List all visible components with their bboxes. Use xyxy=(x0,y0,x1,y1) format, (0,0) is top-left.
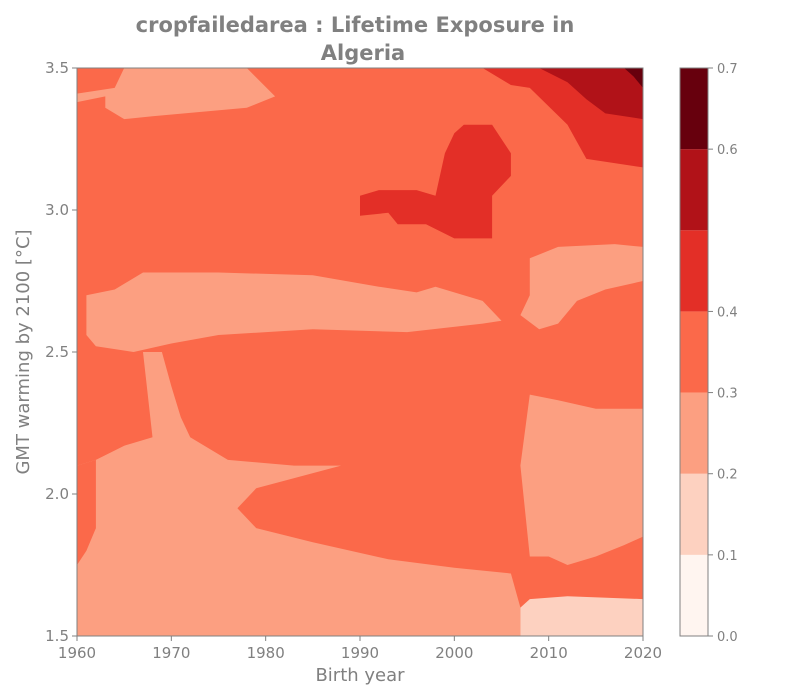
colorbar-tick-label: 0.0 xyxy=(717,630,738,645)
contour-region-2 xyxy=(77,352,521,636)
colorbar-segment xyxy=(680,473,708,555)
y-tick-label: 3.0 xyxy=(45,201,69,219)
x-tick-label: 2000 xyxy=(435,644,473,662)
contour-region-5 xyxy=(520,596,643,636)
y-axis: 1.5 2.0 2.5 3.0 3.5 xyxy=(45,59,77,645)
x-tick-label: 2010 xyxy=(530,644,568,662)
contour-region-0 xyxy=(77,68,276,120)
contour-region-3 xyxy=(520,244,643,330)
colorbar-tick-label: 0.3 xyxy=(717,387,738,402)
colorbar-tick-label: 0.2 xyxy=(717,468,738,483)
contour-region-4 xyxy=(520,394,643,565)
x-axis-label: Birth year xyxy=(315,665,405,686)
colorbar-segment xyxy=(680,554,708,636)
colorbar-frame xyxy=(679,67,709,637)
y-tick-label: 1.5 xyxy=(45,627,69,645)
contour-region-1 xyxy=(86,272,502,352)
plot-area xyxy=(77,68,643,636)
colorbar-tick-label: 0.4 xyxy=(717,305,738,320)
y-tick-label: 2.5 xyxy=(45,343,69,361)
colorbar-tick-label: 0.6 xyxy=(717,143,738,158)
x-tick-label: 1960 xyxy=(58,644,96,662)
x-tick-label: 1970 xyxy=(152,644,190,662)
x-tick-label: 1980 xyxy=(247,644,285,662)
x-tick-label: 2020 xyxy=(624,644,662,662)
colorbar-segment xyxy=(680,392,708,474)
colorbar-segment xyxy=(680,149,708,231)
chart-title-line-1: cropfailedarea : Lifetime Exposure in xyxy=(136,13,575,37)
chart-title-line-2: Algeria xyxy=(321,41,405,65)
contour-region-9 xyxy=(539,68,643,120)
colorbar-segment xyxy=(680,68,708,150)
colorbar xyxy=(680,68,708,636)
y-tick-label: 2.0 xyxy=(45,485,69,503)
colorbar-tick-label: 0.1 xyxy=(717,549,738,564)
colorbar-segment xyxy=(680,230,708,312)
contour-region-10 xyxy=(624,68,643,88)
contour-region-6 xyxy=(77,459,96,565)
y-axis-label: GMT warming by 2100 [°C] xyxy=(13,229,34,474)
colorbar-segment xyxy=(680,311,708,393)
colorbar-ticks: 0.0 0.1 0.2 0.3 0.4 0.6 0.7 xyxy=(708,62,738,645)
y-tick-label: 3.5 xyxy=(45,59,69,77)
x-axis: 1960 1970 1980 1990 2000 2010 2020 xyxy=(58,636,662,662)
colorbar-tick-label: 0.7 xyxy=(717,62,738,77)
contour-region-8 xyxy=(360,124,511,239)
x-tick-label: 1990 xyxy=(341,644,379,662)
